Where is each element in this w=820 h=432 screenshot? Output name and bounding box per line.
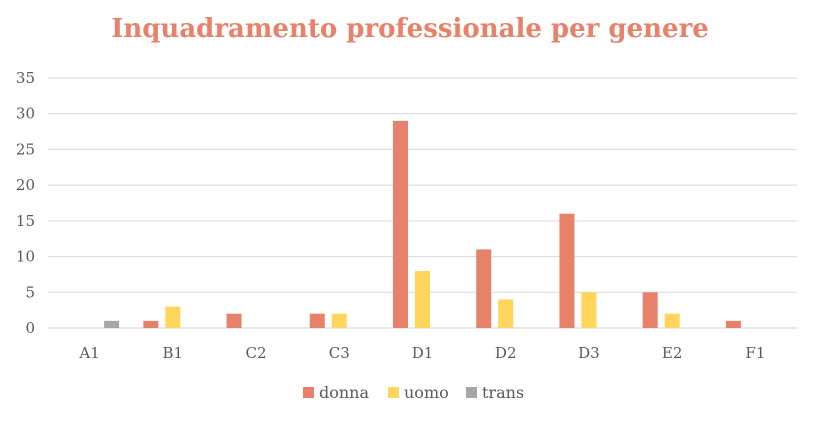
y-tick-label: 0 <box>25 319 35 337</box>
bar-uomo <box>331 313 347 328</box>
bar-donna <box>143 320 159 328</box>
y-tick-label: 35 <box>16 69 35 87</box>
bar-donna <box>642 292 658 328</box>
y-tick-label: 15 <box>16 212 35 230</box>
bar-donna <box>309 313 325 328</box>
x-tick-label: A1 <box>78 344 99 362</box>
bar-donna <box>476 249 492 328</box>
bar-uomo <box>664 313 680 328</box>
y-tick-label: 10 <box>16 248 35 266</box>
legend-swatch-donna <box>303 387 314 398</box>
x-tick-label: E2 <box>662 344 683 362</box>
x-tick-label: D3 <box>578 344 600 362</box>
bar-uomo <box>415 270 430 328</box>
x-tick-label: D2 <box>495 344 517 362</box>
x-tick-label: C3 <box>329 344 350 362</box>
bar-uomo <box>498 299 514 328</box>
legend-swatch-trans <box>466 387 477 398</box>
x-tick-label: D1 <box>412 344 434 362</box>
y-axis-ticks: 0 5 10 15 20 25 30 35 <box>16 69 35 337</box>
bar-uomo <box>581 292 597 328</box>
legend: donna uomo trans <box>303 383 524 402</box>
x-tick-label: B1 <box>163 344 184 362</box>
bar-donna <box>393 120 408 328</box>
y-tick-label: 25 <box>16 140 35 158</box>
legend-label-uomo: uomo <box>404 383 449 402</box>
chart-title: Inquadramento professionale per genere <box>111 14 709 44</box>
y-tick-label: 5 <box>25 283 35 301</box>
legend-swatch-uomo <box>388 387 399 398</box>
bar-donna <box>725 320 741 328</box>
bar-uomo <box>165 306 181 328</box>
legend-label-donna: donna <box>319 383 369 402</box>
y-tick-label: 20 <box>16 176 35 194</box>
x-axis-ticks: A1 B1 C2 C3 D1 D2 D3 E2 F1 <box>78 344 765 362</box>
gridlines <box>48 77 797 329</box>
x-tick-label: C2 <box>246 344 267 362</box>
x-tick-label: F1 <box>745 344 765 362</box>
legend-label-trans: trans <box>482 383 524 402</box>
bars <box>104 120 741 328</box>
y-tick-label: 30 <box>16 105 35 123</box>
bar-trans <box>104 320 120 328</box>
bar-donna <box>226 313 242 328</box>
bar-donna <box>559 213 575 328</box>
